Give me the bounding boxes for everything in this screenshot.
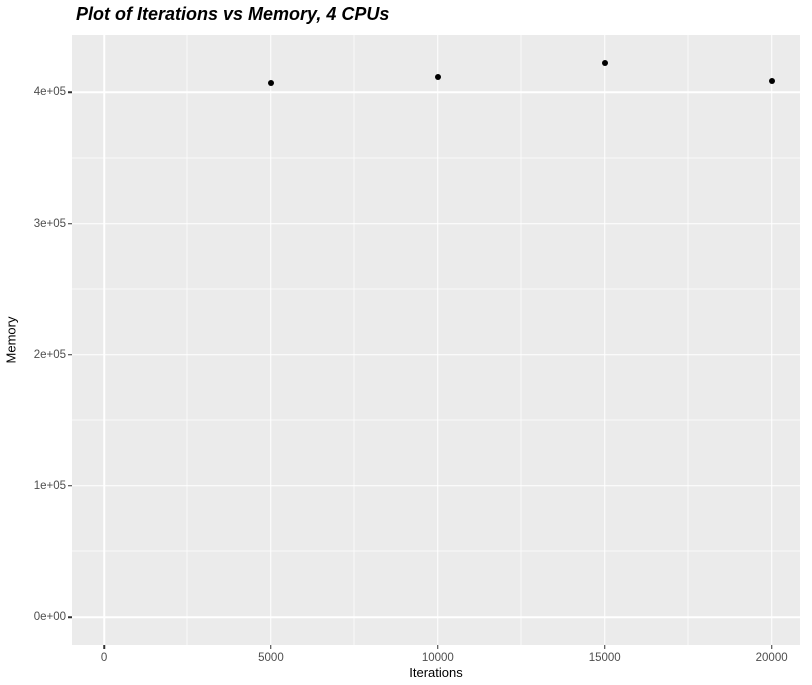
- minor-gridline-y: [72, 157, 800, 159]
- y-tick-mark: [68, 485, 72, 487]
- y-tick-mark: [68, 353, 72, 356]
- minor-gridline-x: [687, 35, 689, 645]
- major-gridline-x: [437, 35, 439, 645]
- x-tick-label: 0: [100, 652, 108, 664]
- x-tick-mark: [770, 645, 773, 649]
- minor-gridline-x: [186, 35, 188, 645]
- x-tick-mark: [437, 645, 439, 649]
- x-tick-label: 15000: [588, 652, 621, 664]
- major-gridline-y: [72, 616, 800, 618]
- y-tick-mark: [68, 91, 72, 94]
- x-tick-label: 10000: [421, 652, 454, 664]
- x-tick-mark: [103, 645, 105, 649]
- minor-gridline-y: [72, 419, 800, 421]
- y-tick-mark: [68, 616, 72, 618]
- data-point: [267, 80, 274, 87]
- y-tick-label: 1e+05: [33, 479, 66, 492]
- x-tick-mark: [270, 645, 272, 649]
- y-tick-mark: [68, 222, 72, 225]
- data-point: [434, 73, 441, 80]
- data-point: [768, 77, 775, 84]
- minor-gridline-y: [72, 550, 800, 552]
- y-axis-title: Memory: [3, 316, 19, 364]
- chart-title: Plot of Iterations vs Memory, 4 CPUs: [76, 4, 390, 24]
- minor-gridline-x: [520, 35, 522, 645]
- major-gridline-y: [72, 91, 800, 94]
- major-gridline-x: [103, 35, 105, 645]
- x-axis-title: Iterations: [409, 665, 463, 680]
- y-tick-label: 0e+00: [33, 611, 66, 624]
- data-point: [601, 60, 608, 67]
- y-tick-label: 3e+05: [33, 217, 66, 230]
- minor-gridline-x: [353, 35, 355, 645]
- major-gridline-y: [72, 353, 800, 356]
- major-gridline-x: [270, 35, 272, 645]
- x-tick-label: 5000: [258, 652, 284, 664]
- plot-panel: [72, 35, 800, 645]
- y-tick-label: 4e+05: [33, 86, 66, 99]
- minor-gridline-y: [72, 288, 800, 290]
- major-gridline-y: [72, 485, 800, 487]
- y-tick-label: 2e+05: [33, 348, 66, 361]
- major-gridline-x: [770, 35, 773, 645]
- major-gridline-y: [72, 222, 800, 225]
- major-gridline-x: [603, 35, 606, 645]
- x-tick-label: 20000: [755, 652, 788, 664]
- x-tick-mark: [603, 645, 606, 649]
